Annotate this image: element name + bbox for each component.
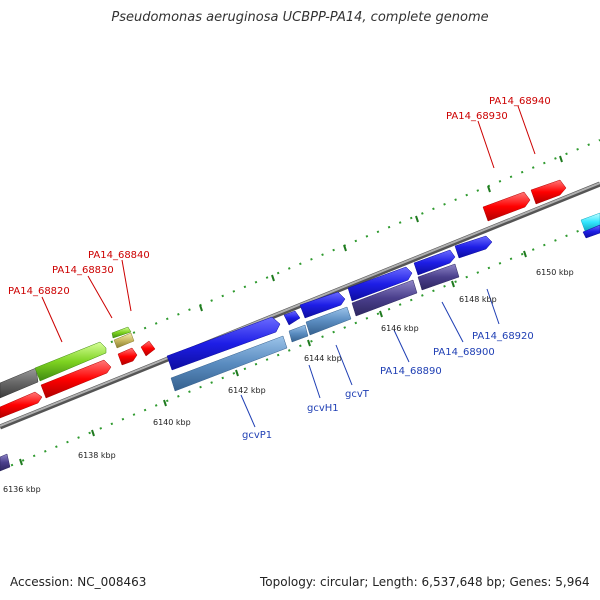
gene-pa14-68890-forward[interactable] bbox=[347, 266, 413, 302]
gene-pa14-68830[interactable] bbox=[111, 326, 132, 339]
map-title: Pseudomonas aeruginosa UCBPP-PA14, compl… bbox=[111, 10, 489, 25]
gene-gcvt-lower[interactable] bbox=[305, 306, 352, 336]
gene-gcvt-forward[interactable] bbox=[299, 291, 346, 319]
gene-label-pa14-68840[interactable]: PA14_68840 bbox=[88, 250, 150, 261]
gene-pa14-68920-forward[interactable] bbox=[454, 235, 493, 259]
tick-label-6148: 6148 kbp bbox=[459, 295, 497, 304]
tick-label-6136: 6136 kbp bbox=[3, 485, 41, 494]
gene-red-small-1[interactable] bbox=[117, 347, 138, 366]
gene-red-left[interactable] bbox=[0, 391, 43, 419]
tick-label-6140: 6140 kbp bbox=[153, 418, 191, 427]
inner-major-ticks bbox=[19, 250, 527, 466]
gene-label-pa14-68930[interactable]: PA14_68930 bbox=[446, 111, 508, 122]
gene-gcvh1-lower[interactable] bbox=[288, 324, 309, 343]
second-row-genes bbox=[0, 179, 567, 472]
gene-pa14-68900-lower[interactable] bbox=[417, 263, 460, 291]
gene-pa14-68900-forward[interactable] bbox=[413, 249, 456, 276]
gene-gcvp1-forward[interactable] bbox=[166, 316, 281, 371]
gene-cyan-right[interactable] bbox=[580, 212, 600, 232]
tick-label-6142: 6142 kbp bbox=[228, 386, 266, 395]
leader-lines-blue bbox=[240, 288, 500, 428]
tick-label-6138: 6138 kbp bbox=[78, 451, 116, 460]
gene-label-pa14-68820[interactable]: PA14_68820 bbox=[8, 286, 70, 297]
genome-backbone bbox=[0, 182, 600, 427]
gene-label-gcvt[interactable]: gcvT bbox=[345, 389, 370, 400]
gene-label-pa14-68940[interactable]: PA14_68940 bbox=[489, 96, 551, 107]
gene-label-gcvh1[interactable]: gcvH1 bbox=[307, 403, 339, 414]
gene-gray-left[interactable] bbox=[0, 367, 39, 399]
inner-ruler bbox=[0, 221, 600, 471]
gene-indigo-left[interactable] bbox=[0, 453, 11, 472]
gene-pa14-68940[interactable] bbox=[530, 179, 567, 205]
gene-gcvh1-forward[interactable] bbox=[283, 310, 301, 326]
forward-strand-genes bbox=[0, 212, 600, 399]
gene-label-pa14-68920[interactable]: PA14_68920 bbox=[472, 331, 534, 342]
gene-pa14-68890-lower[interactable] bbox=[351, 279, 418, 317]
tick-label-6144: 6144 kbp bbox=[304, 354, 342, 363]
gene-label-gcvp1[interactable]: gcvP1 bbox=[242, 430, 272, 441]
gene-label-pa14-68890[interactable]: PA14_68890 bbox=[380, 366, 442, 377]
leader-lines-red bbox=[41, 105, 536, 343]
tick-label-6150: 6150 kbp bbox=[536, 268, 574, 277]
gene-label-pa14-68900[interactable]: PA14_68900 bbox=[433, 347, 495, 358]
gene-label-pa14-68830[interactable]: PA14_68830 bbox=[52, 265, 114, 276]
gene-pa14-68840[interactable] bbox=[113, 332, 135, 349]
gene-pa14-68820[interactable] bbox=[34, 341, 107, 382]
accession-text: Accession: NC_008463 bbox=[10, 575, 147, 589]
gene-red-small-2[interactable] bbox=[140, 340, 156, 357]
gene-gcvp1-lower[interactable] bbox=[170, 335, 288, 392]
gene-red-68820-lower[interactable] bbox=[40, 359, 112, 399]
gene-blue-right[interactable] bbox=[582, 224, 600, 239]
genome-summary-text: Topology: circular; Length: 6,537,648 bp… bbox=[260, 575, 590, 589]
tick-label-6146: 6146 kbp bbox=[381, 324, 419, 333]
gene-pa14-68930[interactable] bbox=[482, 191, 531, 222]
